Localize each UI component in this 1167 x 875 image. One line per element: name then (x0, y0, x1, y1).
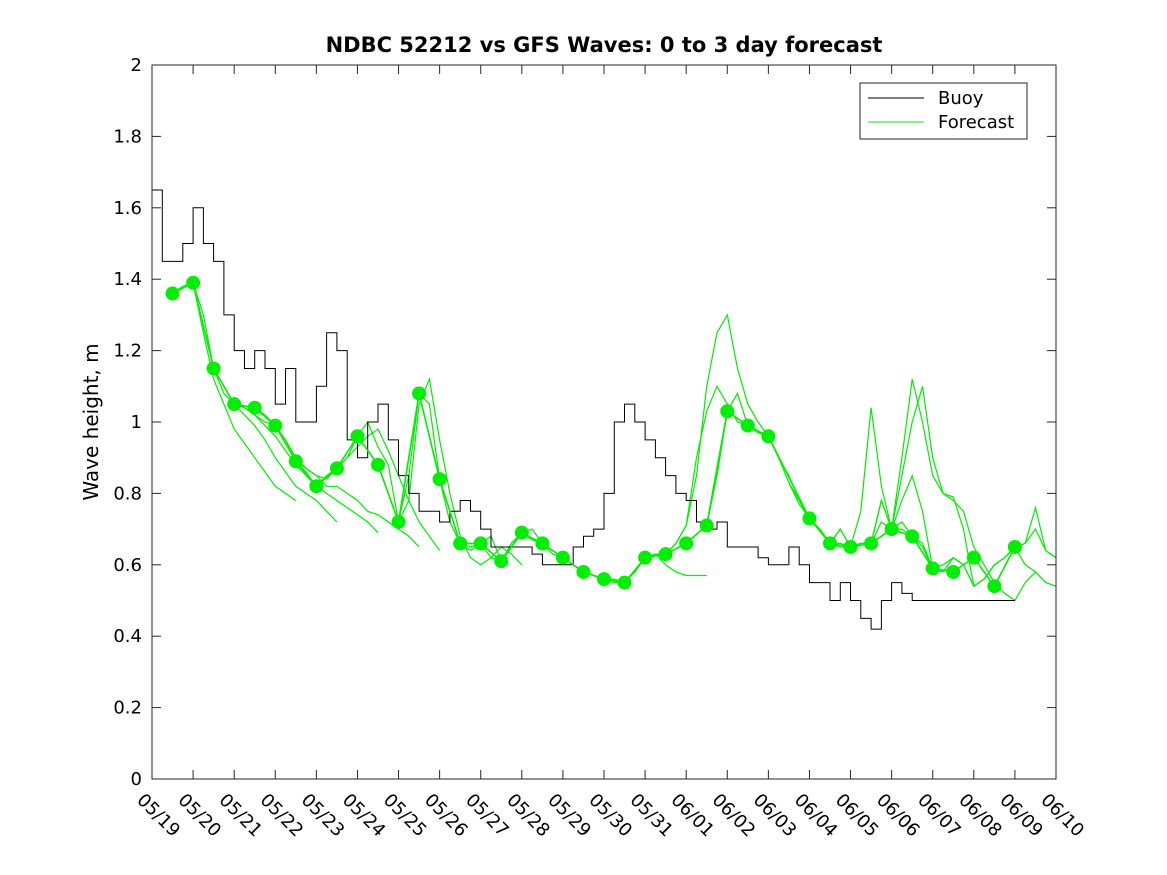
y-tick-label: 1.2 (113, 341, 142, 362)
y-tick-label: 1.4 (113, 269, 142, 290)
x-tick-label: 05/25 (379, 790, 431, 842)
x-tick-label: 05/23 (297, 790, 349, 842)
forecast-point (884, 522, 899, 537)
y-tick-label: 2 (131, 55, 142, 76)
forecast-point (720, 404, 735, 419)
legend-buoy-label: Buoy (938, 88, 984, 109)
forecast-point (740, 418, 755, 433)
legend-forecast-label: Forecast (938, 112, 1014, 133)
forecast-point (597, 572, 611, 587)
y-tick-label: 0.6 (113, 555, 142, 576)
forecast-point (1007, 539, 1022, 554)
y-tick-label: 0.8 (113, 483, 142, 504)
x-tick-label: 06/09 (995, 790, 1047, 842)
forecast-point (473, 536, 488, 551)
legend: Buoy Forecast (859, 82, 1028, 140)
y-axis-ticks: 0 0.2 0.4 0.6 0.8 1 1.2 1.4 1.6 1.8 2 (113, 55, 1056, 790)
forecast-point (514, 525, 529, 540)
forecast-point (699, 518, 714, 533)
forecast-point (432, 472, 447, 487)
forecast-point (165, 286, 180, 301)
x-tick-label: 06/02 (708, 790, 760, 842)
x-tick-label: 05/26 (420, 790, 472, 842)
x-tick-label: 06/07 (913, 790, 965, 842)
x-tick-label: 05/28 (502, 790, 554, 842)
forecast-point (309, 479, 324, 494)
forecast-point (206, 361, 221, 376)
y-tick-label: 0.4 (113, 626, 142, 647)
x-tick-label: 05/19 (132, 790, 184, 842)
forecast-point (412, 386, 427, 401)
forecast-point (576, 564, 591, 579)
x-tick-label: 06/08 (954, 790, 1006, 842)
forecast-point (987, 579, 1002, 594)
forecast-point (802, 511, 817, 526)
y-tick-label: 0.2 (113, 698, 142, 719)
forecast-point (843, 539, 858, 554)
x-tick-label: 05/31 (626, 790, 678, 842)
forecast-point (925, 561, 940, 576)
x-tick-label: 05/27 (461, 790, 513, 842)
forecast-point (329, 461, 344, 476)
forecast-run-line (234, 403, 420, 548)
x-tick-label: 06/01 (667, 790, 719, 842)
y-tick-label: 1.6 (113, 198, 142, 219)
forecast-point (453, 536, 468, 551)
forecast-point (227, 397, 242, 412)
forecast-run-line (891, 379, 1057, 602)
forecast-point (864, 536, 879, 551)
x-tick-label: 06/04 (790, 790, 842, 842)
x-tick-label: 05/29 (543, 790, 595, 842)
forecast-point (658, 547, 673, 562)
forecast-point (823, 536, 837, 551)
legend-box (859, 82, 1028, 140)
forecast-point (288, 454, 303, 469)
chart-title: NDBC 52212 vs GFS Waves: 0 to 3 day fore… (326, 33, 883, 57)
forecast-point (966, 550, 981, 565)
forecast-point (391, 514, 406, 529)
forecast-markers (165, 275, 1022, 594)
forecast-point (905, 529, 920, 544)
y-tick-label: 1.8 (113, 126, 142, 147)
x-tick-label: 06/06 (872, 790, 924, 842)
forecast-point (617, 575, 632, 590)
x-tick-label: 06/03 (749, 790, 801, 842)
x-tick-label: 05/24 (338, 790, 390, 842)
y-tick-label: 0 (131, 769, 142, 790)
x-tick-label: 06/05 (831, 790, 883, 842)
forecast-run-line (192, 282, 338, 523)
forecast-point (555, 550, 570, 565)
forecast-point (535, 536, 550, 551)
x-tick-label: 06/10 (1036, 790, 1088, 842)
x-tick-label: 05/22 (256, 790, 308, 842)
forecast-point (350, 429, 365, 444)
forecast-run-line (870, 386, 1057, 588)
plot-area (152, 65, 1056, 779)
y-axis-label: Wave height, m (79, 343, 103, 500)
forecast-point (494, 554, 509, 569)
forecast-point (761, 429, 776, 444)
x-tick-label: 05/21 (215, 790, 267, 842)
forecast-point (268, 418, 283, 433)
forecast-point (247, 400, 262, 415)
forecast-point (186, 275, 201, 290)
forecast-point (946, 564, 961, 579)
x-tick-label: 05/30 (584, 790, 636, 842)
y-tick-label: 1 (131, 412, 142, 433)
forecast-point (638, 550, 653, 565)
x-tick-label: 05/20 (174, 790, 226, 842)
forecast-point (371, 457, 385, 472)
forecast-point (679, 536, 694, 551)
